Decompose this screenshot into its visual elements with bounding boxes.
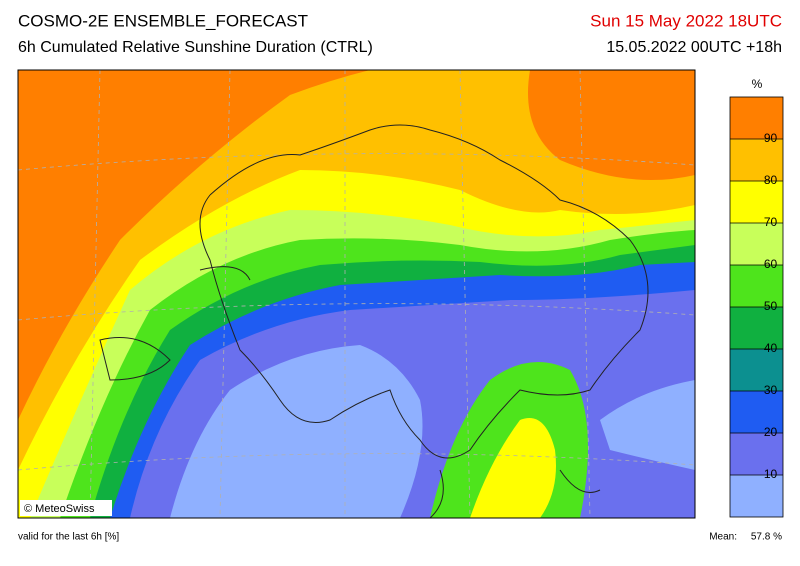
colorbar-band: [730, 349, 783, 391]
subtitle: 6h Cumulated Relative Sunshine Duration …: [18, 39, 373, 56]
colorbar-label: 40: [764, 341, 778, 355]
footer-note: valid for the last 6h [%]: [18, 532, 119, 543]
mean-label: Mean:: [709, 532, 737, 543]
colorbar: % 10 20 30 40 50 60 70 80 90: [729, 77, 784, 518]
mean-value: 57.8 %: [751, 532, 782, 543]
colorbar-band: [730, 265, 783, 307]
graticule: [18, 70, 695, 518]
colorbar-label: 30: [764, 383, 778, 397]
colorbar-band: [730, 391, 783, 433]
field-70-south: [470, 418, 556, 518]
colorbar-label: 20: [764, 425, 778, 439]
colorbar-band: [730, 433, 783, 475]
map: © MeteoSwiss: [17, 69, 696, 519]
credit: © MeteoSwiss: [24, 503, 95, 515]
colorbar-label: 80: [764, 173, 778, 187]
unit: %: [752, 77, 763, 91]
borders: [99, 124, 649, 518]
colorbar-band: [730, 97, 783, 139]
colorbar-band: [730, 475, 783, 517]
colorbar-label: 60: [764, 257, 778, 271]
colorbar-label: 10: [764, 467, 778, 481]
map-frame: [17, 69, 696, 519]
colorbar-label: 70: [764, 215, 778, 229]
colorbar-band: [730, 223, 783, 265]
title: COSMO-2E ENSEMBLE_FORECAST: [18, 11, 308, 30]
colorbar-label: 50: [764, 299, 778, 313]
field-0: [170, 345, 423, 518]
run-time: 15.05.2022 00UTC +18h: [606, 39, 782, 56]
colorbar-frame: [729, 96, 784, 518]
field-0-east: [600, 380, 695, 470]
colorbar-band: [730, 181, 783, 223]
colorbar-band: [730, 139, 783, 181]
valid-time: Sun 15 May 2022 18UTC: [590, 11, 782, 30]
colorbar-band: [730, 307, 783, 349]
colorbar-label: 90: [764, 131, 778, 145]
credit-box: [20, 500, 112, 516]
